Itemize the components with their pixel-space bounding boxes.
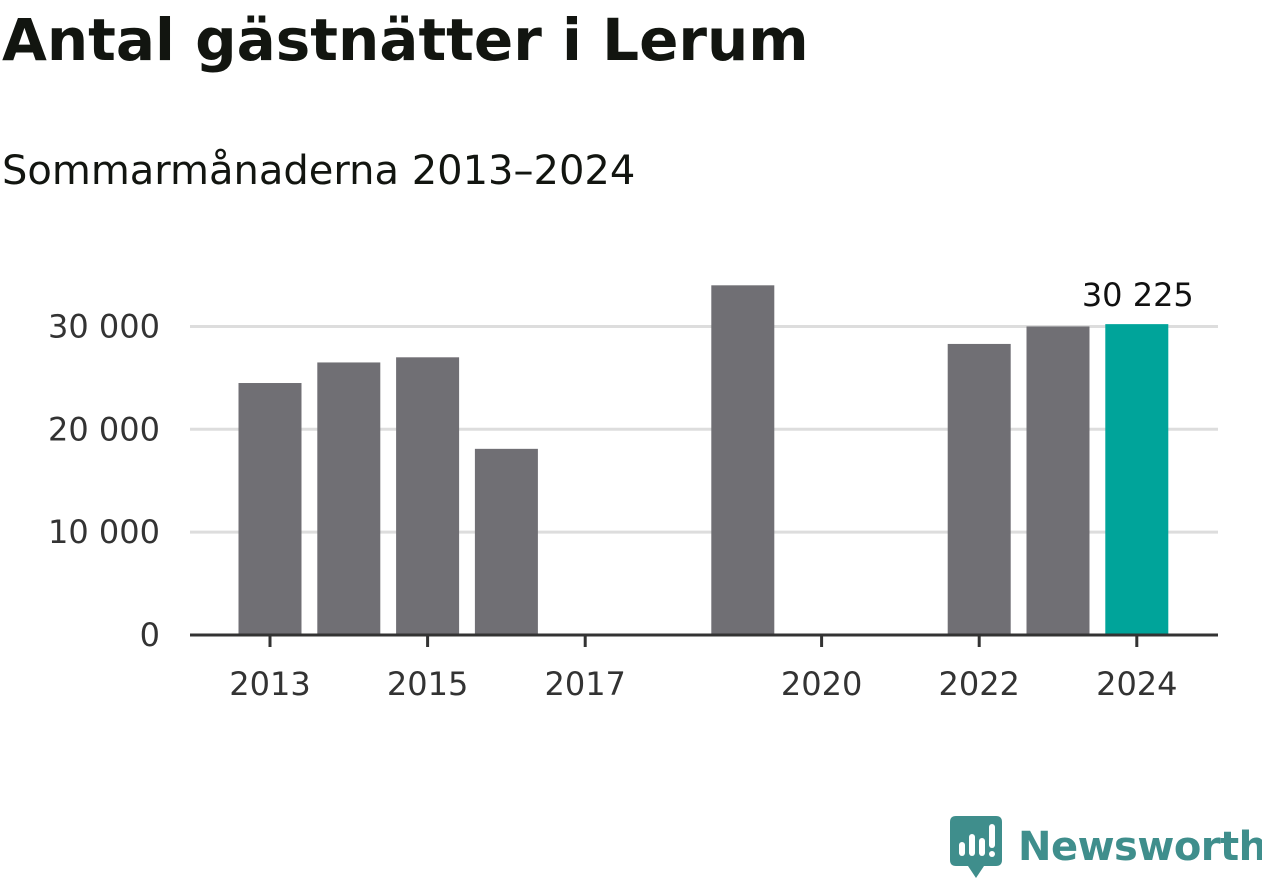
- bar-2014: [317, 362, 381, 635]
- newsworthy-logo: Newsworthy: [950, 816, 1262, 878]
- y-tick-label: 20 000: [48, 410, 160, 448]
- chart-subtitle: Sommarmånaderna 2013–2024: [2, 148, 636, 194]
- bar-2016: [474, 448, 538, 635]
- brand-name: Newsworthy: [1018, 824, 1262, 870]
- bar-2023: [1026, 326, 1090, 635]
- x-tick-label: 2017: [544, 665, 625, 703]
- bar-2024: [1105, 324, 1169, 635]
- bar-2013: [238, 383, 302, 635]
- x-tick-label: 2013: [229, 665, 310, 703]
- bar-2015: [396, 357, 460, 635]
- data-labels: 30 225: [1082, 276, 1194, 314]
- chart-title: Antal gästnätter i Lerum: [2, 6, 809, 74]
- y-tick-label: 0: [140, 616, 160, 654]
- y-tick-label: 30 000: [48, 307, 160, 345]
- x-tick-label: 2015: [387, 665, 468, 703]
- x-tick-label: 2024: [1096, 665, 1177, 703]
- x-tick-label: 2022: [938, 665, 1019, 703]
- bar-2019: [711, 285, 775, 635]
- newsworthy-logo-icon: [950, 816, 1002, 878]
- x-tick-label: 2020: [781, 665, 862, 703]
- x-axis-tick-labels: 2013 2015 2017 2020 2022 2024: [229, 665, 1177, 703]
- y-tick-label: 10 000: [48, 513, 160, 551]
- data-label-2024: 30 225: [1082, 276, 1194, 314]
- x-axis: [190, 633, 1218, 647]
- bars: [238, 285, 1169, 635]
- y-axis-tick-labels: 0 10 000 20 000 30 000: [48, 307, 160, 654]
- bar-2022: [947, 343, 1011, 635]
